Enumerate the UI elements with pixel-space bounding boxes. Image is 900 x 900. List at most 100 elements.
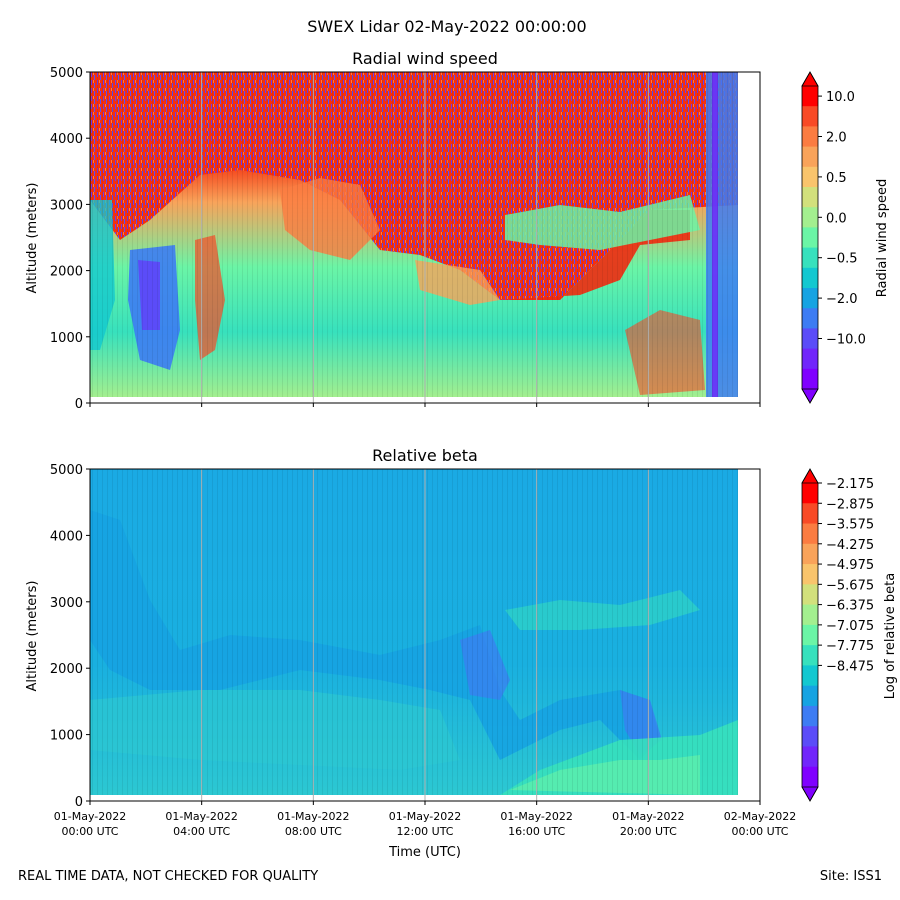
- colorbar-swatch: [802, 746, 818, 768]
- radial-wind-colorbar: 10.0 2.0 0.5 0.0 −0.5 −2.0 −10.0: [801, 71, 866, 404]
- y-tick-label: 4000: [50, 529, 83, 544]
- colorbar-tick-label: 0.0: [826, 211, 847, 226]
- relative-beta-x-axis: 01-May-2022 00:00 UTC 01-May-2022 04:00 UTC…: [54, 801, 796, 838]
- beta-stripes: [90, 469, 738, 795]
- site-label: Site: ISS1: [819, 869, 882, 884]
- colorbar-min-arrow: [801, 786, 819, 802]
- colorbar-tick-label: −7.075: [826, 619, 874, 634]
- y-tick-label: 2000: [50, 662, 83, 677]
- relative-beta-title: Relative beta: [372, 446, 478, 465]
- colorbar-swatch: [802, 247, 818, 269]
- colorbar-swatch: [802, 166, 818, 188]
- x-tick-label-time: 08:00 UTC: [285, 825, 342, 838]
- y-tick-label: 3000: [50, 596, 83, 611]
- quality-disclaimer: REAL TIME DATA, NOT CHECKED FOR QUALITY: [18, 869, 319, 884]
- y-tick-label: 1000: [50, 331, 83, 346]
- x-tick-label-time: 12:00 UTC: [396, 825, 453, 838]
- x-tick-label-date: 01-May-2022: [165, 810, 237, 823]
- colorbar-swatch: [802, 503, 818, 525]
- radial-wind-y-axis: 0 1000 2000 3000 4000 5000: [50, 66, 90, 412]
- colorbar-swatch: [802, 726, 818, 747]
- x-tick-label-date: 01-May-2022: [500, 810, 572, 823]
- colorbar-swatch: [802, 604, 818, 626]
- colorbar-swatch: [802, 645, 818, 666]
- colorbar-swatch: [802, 685, 818, 707]
- colorbar-tick-label: −8.475: [826, 659, 874, 674]
- y-tick-label: 5000: [50, 463, 83, 478]
- figure-title: SWEX Lidar 02-May-2022 00:00:00: [307, 17, 586, 36]
- colorbar-swatch: [802, 207, 818, 228]
- colorbar-swatch: [802, 126, 818, 148]
- colorbar-swatch: [802, 584, 818, 606]
- colorbar-max-arrow: [801, 71, 819, 87]
- colorbar-swatch: [802, 665, 818, 687]
- relative-beta-xlabel: Time (UTC): [388, 845, 461, 860]
- colorbar-swatch: [802, 368, 818, 390]
- radial-wind-heatmap: [90, 72, 760, 403]
- y-tick-label: 2000: [50, 265, 83, 280]
- colorbar-tick-label: 10.0: [826, 90, 855, 105]
- relative-beta-heatmap: [90, 469, 760, 801]
- x-tick-label-time: 00:00 UTC: [61, 825, 118, 838]
- colorbar-swatch: [802, 106, 818, 127]
- x-tick-label-date: 01-May-2022: [612, 810, 684, 823]
- wind-stripes: [90, 72, 738, 397]
- relative-beta-colorbar-label: Log of relative beta: [883, 573, 898, 700]
- colorbar-tick-label: −0.5: [826, 252, 858, 267]
- x-tick-label-time: 04:00 UTC: [173, 825, 230, 838]
- beta-vertical-gridlines: [90, 469, 760, 801]
- colorbar-tick-label: −2.0: [826, 292, 858, 307]
- colorbar-swatch: [802, 146, 818, 168]
- colorbar-tick-label: −4.975: [826, 558, 874, 573]
- radial-wind-x-axis: [89, 403, 761, 407]
- colorbar-swatch: [802, 564, 818, 585]
- colorbar-tick-label: −2.175: [826, 477, 874, 492]
- colorbar-swatch: [802, 86, 818, 107]
- colorbar-tick-label: −2.875: [826, 497, 874, 512]
- wind-vertical-gridlines: [90, 72, 760, 403]
- relative-beta-ylabel: Altitude (meters): [25, 581, 40, 692]
- colorbar-swatch: [802, 543, 818, 565]
- radial-wind-ylabel: Altitude (meters): [25, 183, 40, 294]
- colorbar-max-arrow: [801, 468, 819, 484]
- y-tick-label: 3000: [50, 198, 83, 213]
- colorbar-outline: [801, 468, 819, 802]
- colorbar-tick-label: −7.775: [826, 639, 874, 654]
- x-tick-label-date: 02-May-2022: [724, 810, 796, 823]
- x-tick-label-time: 16:00 UTC: [508, 825, 565, 838]
- y-tick-label: 0: [75, 795, 83, 810]
- y-tick-label: 5000: [50, 66, 83, 81]
- colorbar-tick-label: −5.675: [826, 578, 874, 593]
- colorbar-swatch: [802, 624, 818, 646]
- colorbar-outline: [801, 71, 819, 404]
- x-tick-label-date: 01-May-2022: [389, 810, 461, 823]
- relative-beta-colorbar: −2.175 −2.875 −3.575 −4.275 −4.975 −5.675 −6.3…: [801, 468, 874, 802]
- colorbar-swatch: [802, 288, 818, 309]
- colorbar-swatch: [802, 328, 818, 350]
- relative-beta-panel: Relative beta 0 1000 2000 3000 4000 5000 01-M…: [25, 446, 898, 860]
- colorbar-swatch: [802, 483, 818, 504]
- x-tick-label-date: 01-May-2022: [277, 810, 349, 823]
- colorbar-swatch: [802, 705, 818, 727]
- colorbar-swatch: [802, 308, 818, 329]
- x-tick-label-time: 20:00 UTC: [620, 825, 677, 838]
- radial-wind-colorbar-label: Radial wind speed: [875, 179, 890, 297]
- x-tick-label-date: 01-May-2022: [54, 810, 126, 823]
- colorbar-swatch: [802, 348, 818, 370]
- colorbar-min-arrow: [801, 388, 819, 404]
- colorbar-swatch: [802, 267, 818, 289]
- colorbar-swatch: [802, 187, 818, 208]
- radial-wind-panel: Radial wind speed 010002000300040005000 …: [25, 49, 890, 412]
- colorbar-tick-label: 2.0: [826, 131, 847, 146]
- colorbar-tick-label: −4.275: [826, 538, 874, 553]
- colorbar-swatch: [802, 523, 818, 545]
- radial-wind-title: Radial wind speed: [352, 49, 498, 68]
- colorbar-swatch: [802, 766, 818, 788]
- y-tick-label: 0: [75, 397, 83, 412]
- y-tick-label: 1000: [50, 729, 83, 744]
- colorbar-tick-label: −3.575: [826, 518, 874, 533]
- colorbar-tick-label: −10.0: [826, 333, 866, 348]
- y-tick-label: 4000: [50, 132, 83, 147]
- relative-beta-y-axis: 0 1000 2000 3000 4000 5000: [50, 463, 90, 810]
